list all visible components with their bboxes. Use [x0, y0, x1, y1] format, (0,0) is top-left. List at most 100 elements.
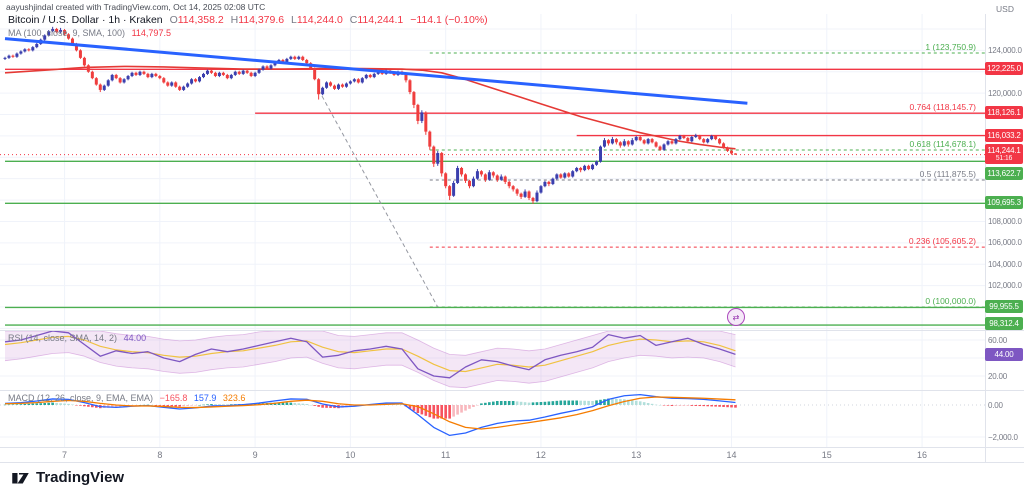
candle-body	[19, 51, 23, 54]
macd-histogram-bar	[654, 404, 658, 406]
macd-histogram-bar	[317, 405, 320, 407]
candle-body	[325, 82, 329, 88]
candle-body	[142, 71, 146, 74]
rsi-legend[interactable]: RSI (14, close, SMA, 14, 2) 44.00	[8, 333, 146, 343]
candle-body	[297, 56, 301, 59]
macd-histogram-bar	[11, 404, 15, 405]
symbol-legend[interactable]: Bitcoin / U.S. Dollar · 1h · Kraken O114…	[8, 14, 488, 26]
macd-histogram-bar	[662, 405, 666, 406]
candle-body	[11, 55, 15, 57]
candle-body	[491, 172, 495, 176]
pane-separator-macd[interactable]	[0, 390, 1024, 391]
candle-body	[634, 136, 638, 141]
candle-body	[460, 167, 464, 175]
macd-histogram-bar	[396, 404, 400, 405]
macd-histogram-bar	[432, 405, 436, 419]
time-axis[interactable]: 7 8 9 10 11 12 13 14 15 16	[0, 447, 985, 462]
candle-body	[424, 112, 428, 132]
candle-body	[706, 139, 710, 143]
candle-body	[237, 71, 241, 74]
candle-body	[47, 31, 51, 36]
candle-body	[70, 38, 74, 44]
candle-body	[368, 74, 372, 78]
ma-legend[interactable]: MA (100, close, 9, SMA, 100) 114,797.5	[8, 28, 171, 38]
macd-histogram-bar	[67, 403, 70, 405]
macd-histogram-bar	[91, 405, 94, 408]
ma-label: MA (100, close, 9, SMA, 100)	[8, 28, 126, 38]
pane-separator-rsi[interactable]	[0, 330, 1024, 331]
macd-histogram-bar	[615, 398, 618, 405]
candle-body	[475, 171, 479, 179]
macd-histogram-bar	[452, 405, 455, 417]
candle-body	[503, 176, 507, 182]
macd-histogram-bar	[507, 401, 511, 405]
macd-histogram-bar	[55, 402, 58, 405]
price-tick: 102,000.0	[988, 281, 1022, 291]
macd-histogram-bar	[202, 404, 205, 406]
candle-body	[638, 136, 642, 141]
macd-histogram-bar	[726, 405, 729, 408]
candle-body	[118, 78, 122, 83]
candle-body	[432, 146, 436, 164]
macd-histogram-bar	[722, 405, 725, 407]
macd-histogram-bar	[734, 405, 737, 408]
candle-body	[146, 73, 150, 78]
macd-legend[interactable]: MACD (12, 26, close, 9, EMA, EMA) −165.8…	[8, 393, 245, 403]
price-tick: 124,000.0	[988, 45, 1022, 55]
candle-body	[74, 43, 78, 51]
bottom-bar: TradingView	[0, 462, 1024, 492]
candle-body	[205, 70, 209, 74]
candle-body	[158, 76, 162, 79]
candle-body	[595, 161, 599, 165]
candle-body	[376, 71, 380, 74]
macd-histogram-bar	[511, 401, 515, 405]
macd-histogram-bar	[579, 400, 582, 405]
high-label: H	[230, 14, 239, 26]
time-tick: 11	[440, 450, 451, 460]
candle-body	[722, 143, 726, 148]
macd-histogram-bar	[281, 402, 285, 405]
open-label: O	[169, 14, 178, 26]
macd-histogram-bar	[718, 405, 721, 407]
candle-body	[412, 92, 416, 105]
macd-histogram-bar	[329, 405, 332, 408]
candle-body	[59, 30, 63, 33]
candle-body	[726, 147, 730, 151]
macd-histogram-bar	[210, 404, 213, 405]
candle-body	[563, 173, 567, 178]
macd-histogram-bar	[607, 398, 610, 405]
chart-canvas[interactable]	[0, 0, 985, 462]
candle-body	[305, 59, 309, 64]
macd-histogram-bar	[182, 405, 185, 407]
macd-histogram-bar	[603, 399, 606, 405]
price-tick: 108,000.0	[988, 216, 1022, 226]
candle-body	[646, 139, 650, 144]
candle-body	[241, 70, 245, 74]
current-price-label: 114,244.1 51:16	[985, 143, 1023, 164]
macd-histogram-bar	[634, 400, 638, 405]
macd-histogram-bar	[178, 405, 181, 407]
macd-histogram-bar	[206, 404, 209, 405]
price-axis[interactable]: USD 124,000.0 120,000.0 108,000.0 106,000.0 1…	[985, 0, 1024, 462]
macd-histogram-bar	[226, 404, 229, 405]
macd-histogram-bar	[83, 405, 86, 407]
candle-body	[452, 182, 456, 196]
candle-body	[225, 74, 229, 79]
candle-body	[257, 69, 261, 73]
macd-histogram-bar	[39, 403, 43, 405]
candle-body	[273, 62, 277, 66]
candle-body	[587, 165, 591, 170]
candle-body	[543, 181, 547, 187]
macd-histogram-bar	[218, 404, 221, 405]
candle-body	[694, 135, 698, 137]
macd-signal-line	[4, 396, 736, 430]
rsi-band-upper	[5, 330, 736, 356]
candle-body	[178, 86, 182, 90]
candle-body	[194, 79, 198, 82]
tradingview-logo[interactable]: TradingView	[10, 467, 124, 488]
macd-histogram-bar	[27, 403, 31, 405]
projection-dashed-line	[318, 89, 439, 308]
drawing-marker-icon[interactable]: ⇄	[727, 308, 745, 326]
macd-histogram-bar	[198, 405, 201, 406]
